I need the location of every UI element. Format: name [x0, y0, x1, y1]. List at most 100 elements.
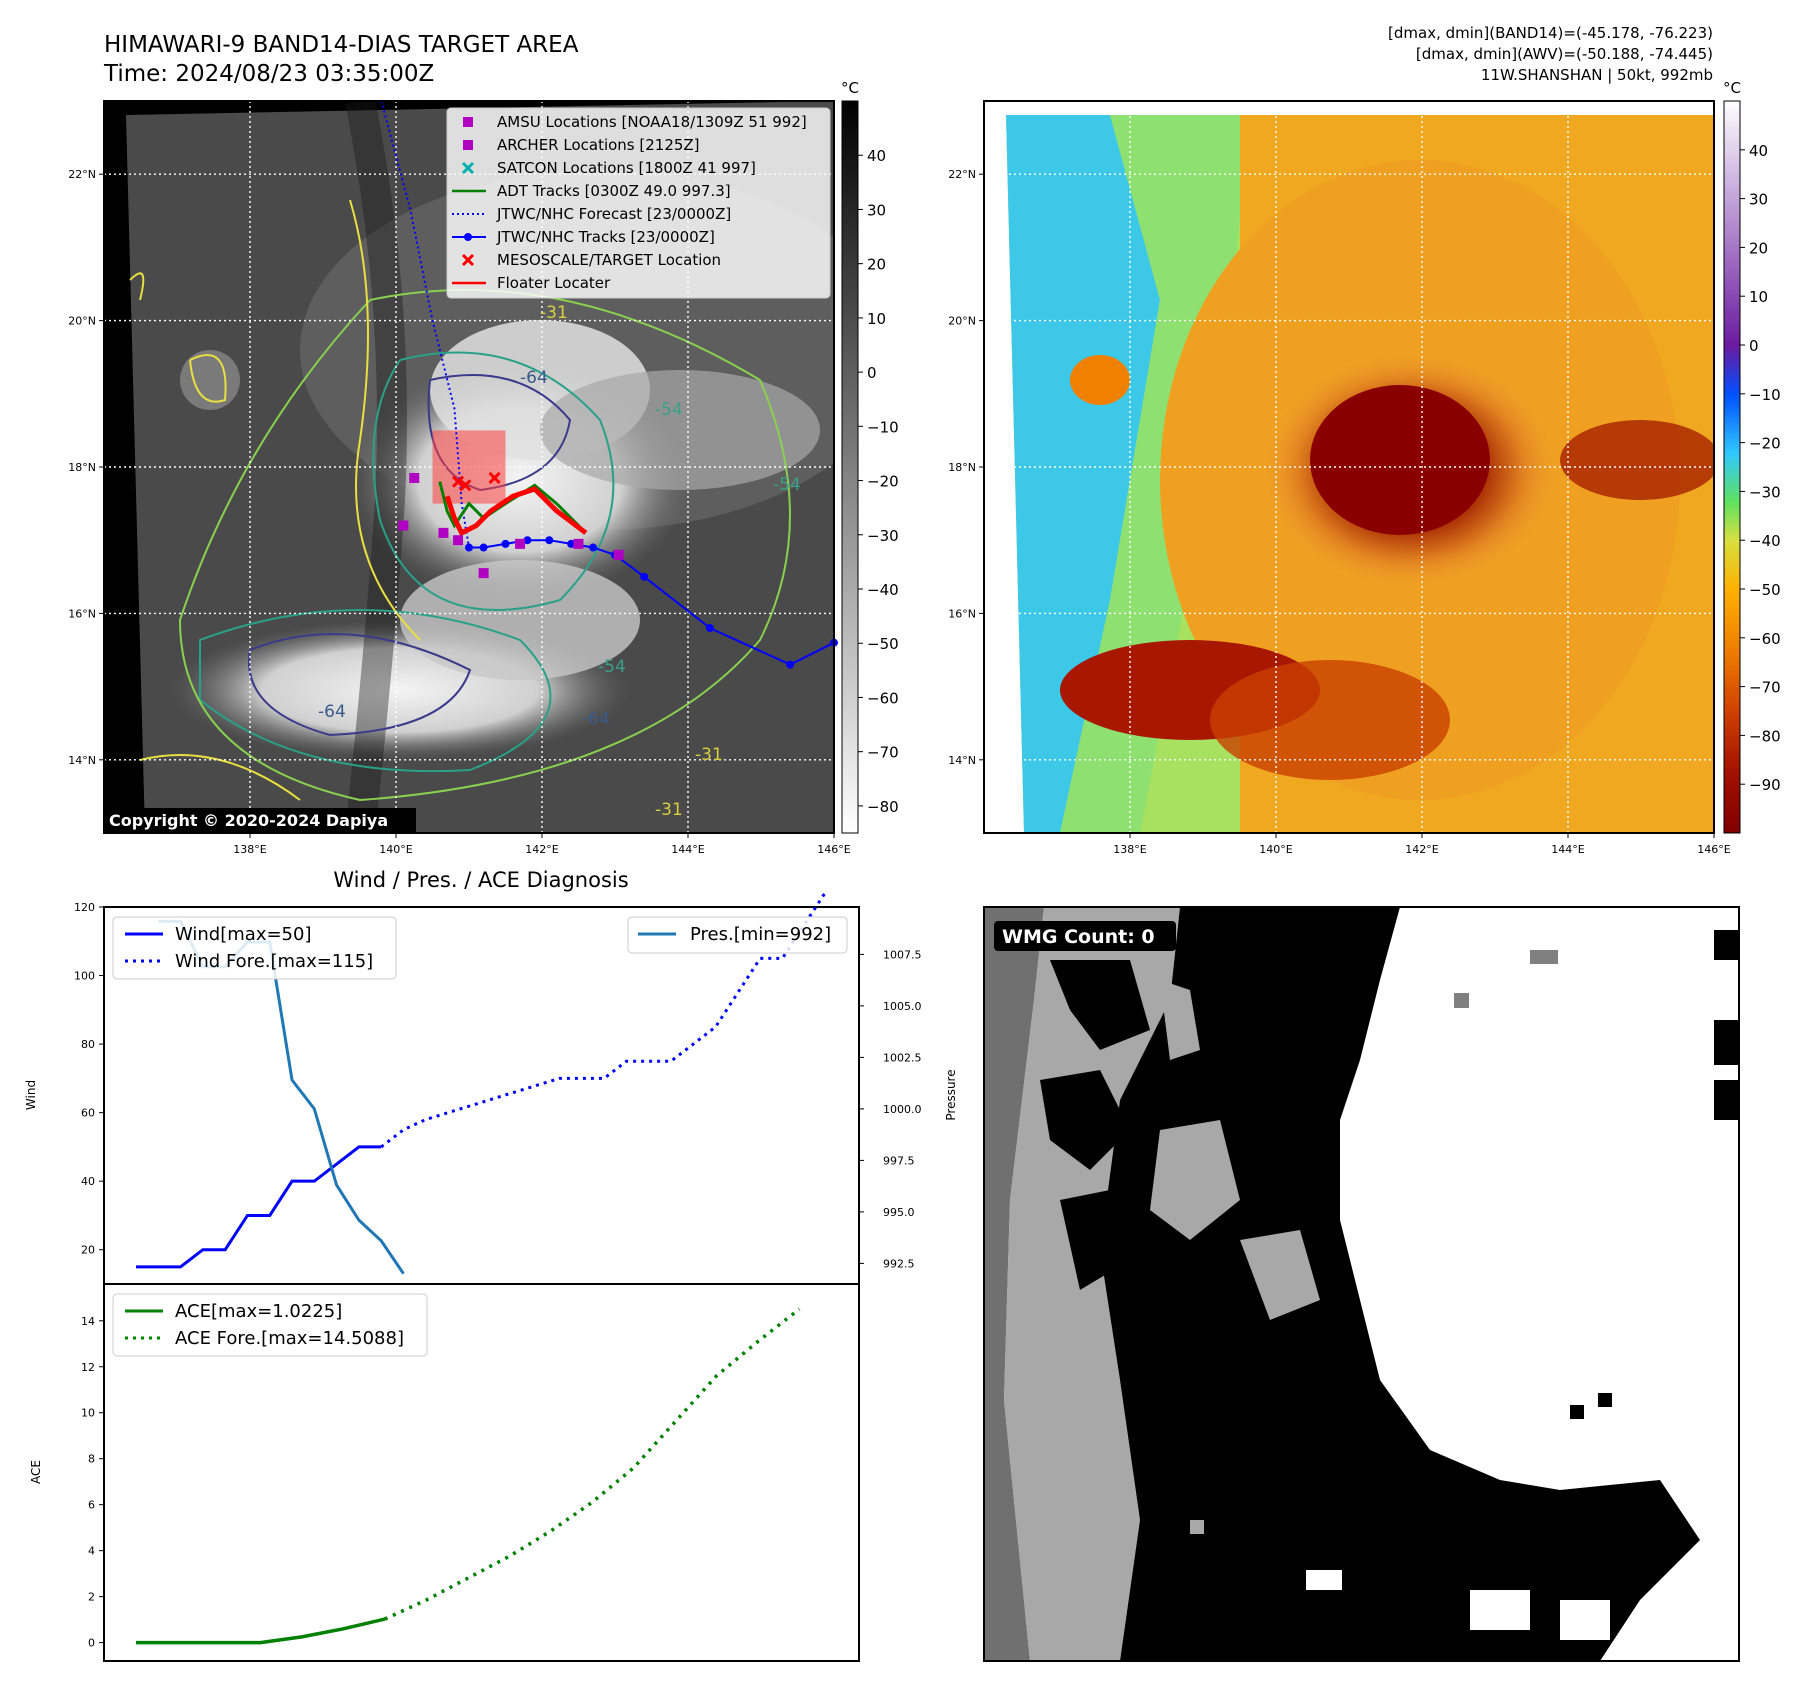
lat-tick-label: 22°N [68, 168, 96, 181]
colorbar-tick-label: 0 [1749, 337, 1759, 355]
wind-tick-label: 80 [81, 1038, 95, 1051]
lon-tick-label: 144°E [671, 843, 704, 856]
pressure-tick-label: 1005.0 [883, 1000, 922, 1013]
pressure-tick-label: 995.0 [883, 1206, 915, 1219]
legend-wind: Wind[max=50] [175, 924, 312, 945]
legend-label: ARCHER Locations [2125Z] [497, 136, 700, 154]
colorbar-tick-label: 10 [1749, 288, 1768, 306]
colorbar-tick-label: −40 [867, 581, 899, 599]
amsu-location-marker [478, 568, 489, 579]
colorbar-tick-label: 10 [867, 310, 886, 328]
lat-tick-label: 16°N [68, 607, 96, 620]
contour-label: -54 [773, 475, 801, 495]
target-area-box [432, 430, 506, 504]
colorbar-tick-label: 40 [867, 147, 886, 165]
amsu-location-marker [515, 538, 526, 549]
storm-tracks [380, 100, 838, 669]
lon-tick-label: 142°E [1405, 843, 1438, 856]
jtwc-track-point [705, 624, 714, 633]
wind-tick-label: 120 [74, 901, 95, 914]
target-location-marker [488, 471, 501, 485]
jtwc-track-point [501, 539, 510, 548]
contour-labels: -64 -54 -64 -54 -64 -31 -31 -54 -31 [318, 303, 801, 820]
legend-ace-forecast: ACE Fore.[max=14.5088] [175, 1328, 404, 1349]
ace-ylabel: ACE [29, 1460, 43, 1484]
map1-axis-ticks: 138°E 140°E 142°E 144°E 146°E 22°N 20°N 18°N 16°… [68, 168, 851, 856]
legend-label: JTWC/NHC Tracks [23/0000Z] [496, 228, 715, 246]
lat-tick-label: 20°N [68, 315, 96, 328]
wmg-count-label: WMG Count: 0 [1002, 926, 1155, 948]
lat-tick-label: 16°N [948, 607, 976, 620]
colorbar-tick-label: 40 [1749, 142, 1768, 160]
awv-imagery [1006, 115, 1714, 833]
wind-tick-label: 20 [81, 1244, 95, 1257]
diagnosis-title: Wind / Pres. / ACE Diagnosis [333, 868, 628, 892]
colorbar-tick-label: −50 [1749, 581, 1781, 599]
lon-tick-label: 138°E [1113, 843, 1146, 856]
map2-axis-ticks: 138°E 140°E 142°E 144°E 146°E 22°N 20°N 18°N 16°… [948, 168, 1731, 856]
contour-label: -54 [598, 657, 626, 677]
colorbar-tick-label: 30 [1749, 191, 1768, 209]
ace-legend: ACE[max=1.0225] ACE Fore.[max=14.5088] [112, 1293, 428, 1357]
pressure-tick-label: 997.5 [883, 1154, 915, 1167]
lat-tick-label: 18°N [948, 461, 976, 474]
colorbar-color: °C 40 30 20 10 0 −10 −20 −30 −40 −50 −60 −70 −80 −90 [1723, 79, 1781, 834]
ace-tick-label: 10 [81, 1407, 95, 1420]
pressure-tick-label: 992.5 [883, 1257, 915, 1270]
legend-entry: MESOSCALE/TARGET Location [461, 251, 721, 269]
jtwc-track-point [567, 539, 576, 548]
ace-tick-label: 14 [81, 1315, 95, 1328]
wind-tick-label: 100 [74, 970, 95, 983]
floater-track-line [444, 486, 588, 537]
legend-entry: SATCON Locations [1800Z 41 997] [461, 159, 756, 177]
ir-contours [129, 199, 791, 802]
legend-label: MESOSCALE/TARGET Location [497, 251, 721, 269]
info-awv: [dmax, dmin](AWV)=(-50.188, -74.445) [1416, 45, 1713, 63]
ace-forecast-line [384, 1307, 801, 1621]
lat-tick-label: 20°N [948, 315, 976, 328]
ace-tick-label: 0 [88, 1637, 95, 1650]
colorbar-tick-label: −80 [867, 798, 899, 816]
pressure-tick-label: 1007.5 [883, 948, 922, 961]
legend-pressure: Pres.[min=992] [690, 924, 831, 945]
colorbar-unit: °C [841, 79, 859, 97]
legend-entry: ARCHER Locations [2125Z] [463, 136, 700, 154]
amsu-location-marker [573, 538, 584, 549]
target-location-marker [451, 475, 465, 488]
legend-label: AMSU Locations [NOAA18/1309Z 51 992] [497, 113, 807, 131]
lon-tick-label: 142°E [525, 843, 558, 856]
contour-label: -31 [540, 303, 568, 323]
lon-tick-label: 140°E [1259, 843, 1292, 856]
legend-entry: AMSU Locations [NOAA18/1309Z 51 992] [463, 113, 807, 131]
awv-map-panel [983, 100, 1715, 834]
pressure-tick-label: 1000.0 [883, 1103, 922, 1116]
contour-label: -31 [695, 745, 723, 765]
colorbar-tick-label: −70 [867, 744, 899, 762]
pressure-tick-label: 1002.5 [883, 1051, 922, 1064]
ace-tick-label: 6 [88, 1499, 95, 1512]
colorbar-tick-label: −90 [1749, 776, 1781, 794]
lat-tick-label: 18°N [68, 461, 96, 474]
colorbar-tick-label: −20 [867, 473, 899, 491]
legend-label: JTWC/NHC Forecast [23/0000Z] [496, 205, 731, 223]
figure-time: Time: 2024/08/23 03:35:00Z [103, 61, 434, 87]
lon-tick-label: 146°E [1697, 843, 1730, 856]
jtwc-track-point [640, 572, 649, 581]
legend-entry: JTWC/NHC Tracks [23/0000Z] [452, 228, 715, 246]
wind-forecast-line [380, 889, 829, 1149]
legend-label: ADT Tracks [0300Z 49.0 997.3] [497, 182, 731, 200]
colorbar-tick-label: 0 [867, 364, 877, 382]
info-storm: 11W.SHANSHAN | 50kt, 992mb [1481, 66, 1713, 84]
lat-tick-label: 22°N [948, 168, 976, 181]
colorbar-tick-label: −30 [867, 527, 899, 545]
map-legend: AMSU Locations [NOAA18/1309Z 51 992] ARCH… [446, 107, 831, 299]
jtwc-track-point [786, 660, 795, 669]
lon-tick-label: 144°E [1551, 843, 1584, 856]
target-location-marker [459, 479, 472, 492]
jtwc-track-point [465, 543, 473, 552]
ace-tick-label: 4 [88, 1545, 95, 1558]
figure-title: HIMAWARI-9 BAND14-DIAS TARGET AREA [104, 32, 579, 58]
copyright-label: Copyright © 2020-2024 Dapiya [109, 811, 388, 830]
legend-ace: ACE[max=1.0225] [175, 1301, 342, 1322]
